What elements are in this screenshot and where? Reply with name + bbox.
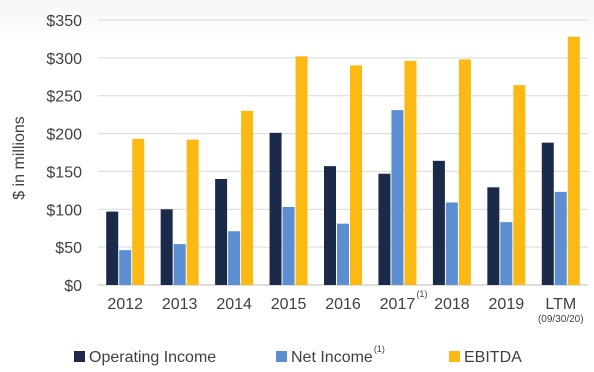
legend-swatch-ebitda	[449, 351, 460, 362]
bar-operating-income	[106, 211, 119, 285]
bar-ebitda	[567, 36, 580, 286]
x-tick-label: 2018	[434, 296, 470, 313]
y-tick-label: $250	[46, 89, 82, 106]
x-tick-label: 2014	[216, 296, 252, 313]
bar-ebitda	[186, 139, 199, 285]
x-tick-sublabel: (09/30/20)	[538, 314, 584, 325]
bar-ebitda	[241, 110, 254, 285]
bar-ebitda	[513, 85, 526, 285]
x-tick-label: 2019	[489, 296, 525, 313]
legend-swatch-operating-income	[74, 351, 85, 362]
bar-operating-income	[160, 209, 173, 285]
y-tick-label: $0	[64, 278, 82, 295]
bar-net-income	[500, 222, 513, 285]
bar-net-income	[337, 223, 349, 285]
y-axis-label: $ in millions	[11, 116, 28, 200]
bar-net-income	[282, 207, 295, 285]
bar-net-income	[554, 191, 567, 285]
x-tick-label: 2016	[325, 296, 361, 313]
legend-footnote: (1)	[374, 344, 385, 354]
bar-ebitda	[132, 138, 145, 285]
x-tick-label: 2015	[271, 296, 307, 313]
bar-net-income	[119, 250, 132, 285]
bar-operating-income	[487, 187, 500, 285]
y-tick-label: $300	[46, 51, 82, 68]
bar-net-income	[391, 110, 404, 285]
legend-swatch-net-income	[276, 351, 287, 362]
bar-operating-income	[432, 160, 445, 285]
bar-ebitda	[350, 65, 362, 285]
x-tick-label: LTM	[545, 296, 576, 313]
legend-label-ebitda: EBITDA	[464, 349, 522, 366]
bar-operating-income	[378, 173, 391, 285]
y-tick-label: $150	[46, 164, 82, 181]
x-axis-ticks: 2012 2013 2014 2015 2016 2017(1) 2018 2019 LTM(0…	[107, 289, 583, 325]
bars	[106, 36, 580, 286]
legend: Operating Income Net Income (1) EBITDA	[74, 344, 522, 366]
legend-label-operating-income: Operating Income	[89, 349, 216, 366]
bar-ebitda	[458, 59, 471, 285]
bar-net-income	[228, 231, 241, 285]
x-tick-label: 2017	[380, 296, 416, 313]
bar-net-income	[445, 202, 458, 285]
legend-label-net-income: Net Income	[291, 349, 373, 366]
y-tick-label: $350	[46, 13, 82, 30]
x-tick-footnote: (1)	[416, 289, 427, 299]
bar-operating-income	[215, 179, 228, 285]
x-tick-label: 2012	[107, 296, 143, 313]
bar-operating-income	[541, 142, 554, 285]
bar-net-income	[173, 244, 186, 285]
y-tick-label: $100	[46, 202, 82, 219]
bar-operating-income	[324, 166, 336, 285]
y-axis-ticks: $0 $50 $100 $150 $200 $250 $300 $350	[46, 13, 82, 295]
x-tick-label: 2013	[162, 296, 198, 313]
bar-ebitda	[404, 60, 417, 286]
y-tick-label: $50	[55, 240, 82, 257]
y-tick-label: $200	[46, 127, 82, 144]
bar-operating-income	[269, 132, 282, 285]
bar-ebitda	[295, 56, 308, 285]
